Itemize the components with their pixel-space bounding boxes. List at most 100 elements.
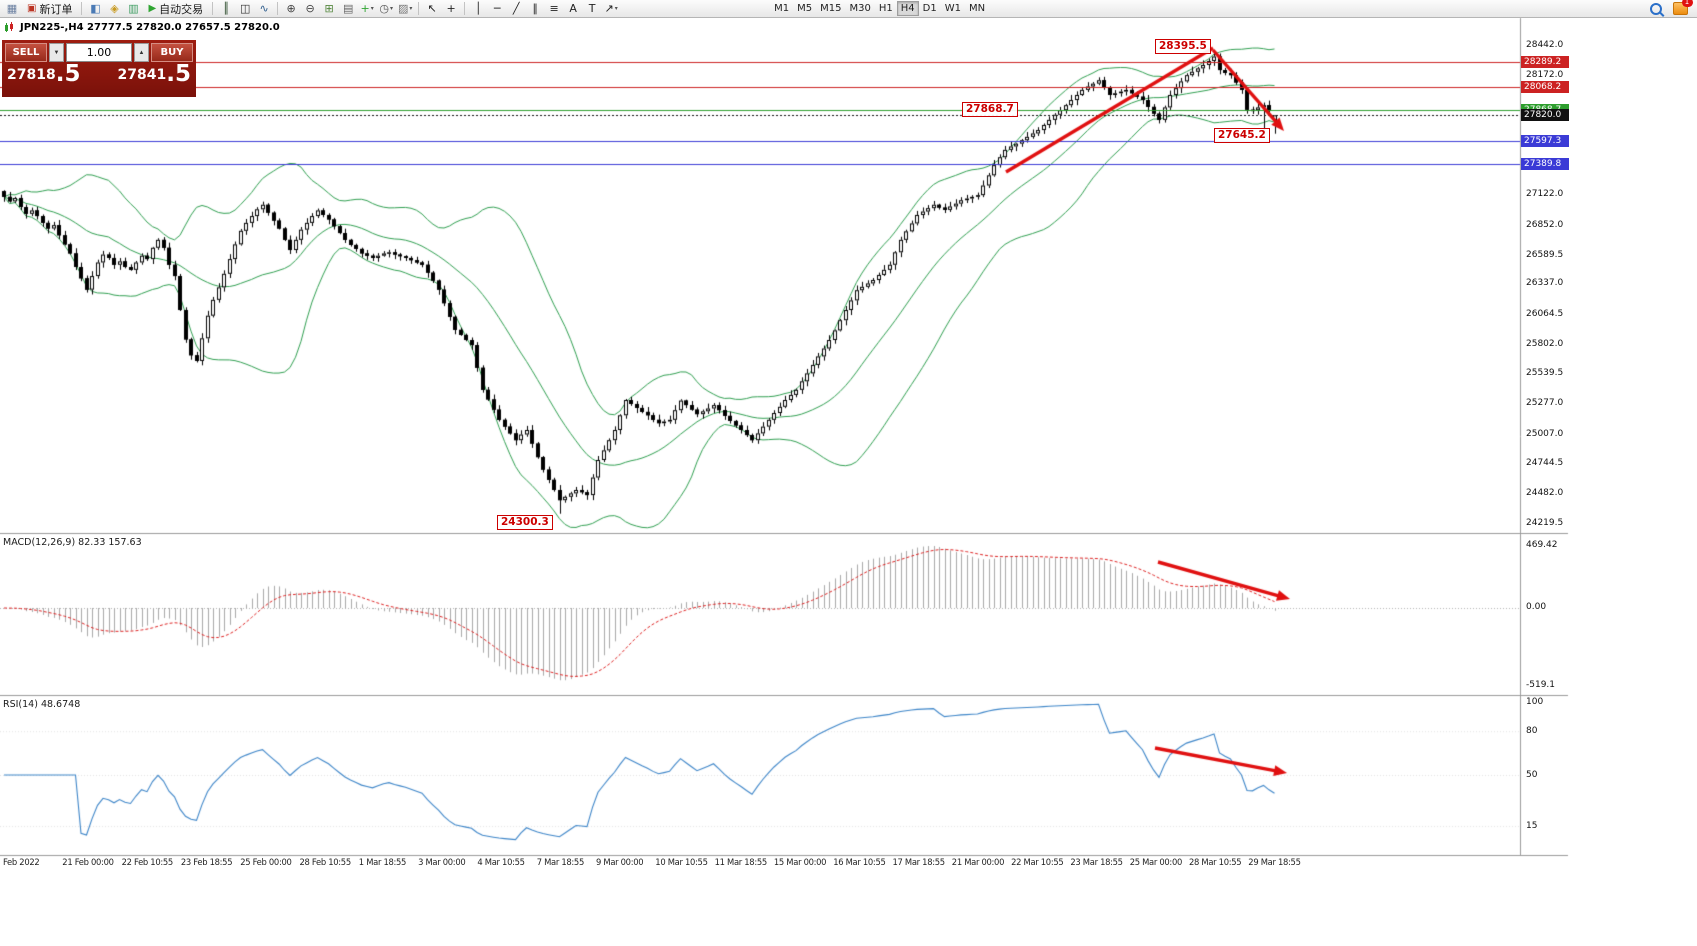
navigator-icon[interactable]: ◈: [110, 2, 119, 15]
time-axis-label: 25 Feb 00:00: [240, 857, 292, 867]
text-label-icon[interactable]: T: [588, 2, 596, 15]
time-axis-label: 16 Mar 10:55: [833, 857, 886, 867]
templates-dropdown[interactable]: ▨: [396, 1, 414, 16]
price-annotation: 24300.3: [497, 515, 553, 530]
timeframe-MN[interactable]: MN: [968, 3, 986, 14]
time-axis-label: 21 Mar 00:00: [951, 857, 1005, 867]
tile-windows-icon[interactable]: ⊞: [324, 2, 334, 15]
toolbar-separator: [418, 2, 420, 15]
time-axis-label: 28 Feb 10:55: [299, 857, 352, 867]
price-annotation: 28395.5: [1155, 39, 1211, 54]
time-axis-label: 11 Mar 18:55: [714, 857, 768, 867]
toolbar: ▦▣新订单◧◈▥▶自动交易║◫∿⊕⊖⊞▤+◷▨↖+│─╱∥≡AT↗ M1M5M1…: [0, 0, 1697, 18]
buy-button[interactable]: BUY: [151, 43, 193, 62]
sell-price-main: 27818: [7, 67, 56, 83]
time-axis-label: 17 Mar 18:55: [892, 857, 946, 867]
symbol-chart-icon: [5, 22, 13, 32]
lot-decrease-button[interactable]: ▼: [49, 43, 64, 62]
price-axis-tick: 25007.0: [1526, 428, 1564, 439]
search-icon[interactable]: [1647, 1, 1665, 16]
new-order-button-label: 新订单: [39, 2, 73, 16]
price-tag: 27820.0: [1521, 109, 1569, 122]
rsi-axis-tick: 15: [1526, 821, 1538, 832]
auto-trading-button-glyph: ▶: [148, 2, 157, 14]
price-tag: 27389.8: [1521, 158, 1569, 171]
timeframe-M15[interactable]: M15: [820, 3, 842, 14]
vertical-line-icon[interactable]: │: [474, 2, 482, 15]
bar-chart-icon[interactable]: ║: [222, 2, 230, 15]
time-axis-label: 15 Mar 00:00: [773, 857, 827, 867]
toolbar-main-group: ▦▣新订单◧◈▥▶自动交易║◫∿⊕⊖⊞▤+◷▨↖+│─╱∥≡AT↗: [3, 1, 620, 16]
price-axis-tick: 24219.5: [1526, 517, 1564, 528]
fibonacci-icon[interactable]: ≡: [549, 2, 559, 15]
rsi-axis-tick: 100: [1526, 697, 1544, 707]
notification-box-icon: 1: [1672, 0, 1693, 15]
cascade-windows-icon[interactable]: ▤: [342, 2, 354, 15]
time-axis-label: 21 Feb 00:00: [62, 857, 114, 867]
price-axis-tick: 26589.5: [1526, 249, 1564, 260]
price-axis-tick: 25539.5: [1526, 368, 1564, 379]
candlestick-chart-icon[interactable]: ◫: [239, 2, 251, 15]
symbol-info: JPN225-,H4 27777.5 27820.0 27657.5 27820…: [4, 22, 280, 33]
price-axis-tick: 24482.0: [1526, 488, 1564, 499]
time-axis-label: 25 Mar 00:00: [1129, 857, 1183, 867]
sell-button[interactable]: SELL: [5, 43, 47, 62]
trendline-icon[interactable]: ╱: [512, 2, 520, 15]
notification-badge: 1: [1681, 0, 1693, 7]
crosshair-icon[interactable]: +: [446, 2, 456, 15]
new-order-button[interactable]: ▣ 新订单: [22, 1, 77, 16]
periods-dropdown[interactable]: ◷: [377, 1, 395, 16]
timeframe-H1[interactable]: H1: [878, 3, 893, 14]
terminal-icon[interactable]: ▥: [128, 2, 139, 15]
timeframe-group: M1 M5 M15 M30 H1 H4 D1 W1 MN: [770, 1, 989, 16]
buy-price[interactable]: 27841 .5: [118, 62, 191, 86]
time-axis-label: 3 Mar 00:00: [418, 857, 466, 867]
macd-axis-tick: 469.42: [1526, 540, 1558, 550]
price-tag: 28068.2: [1521, 81, 1569, 94]
timeframe-M1[interactable]: M1: [774, 3, 790, 14]
toolbar-separator: [81, 2, 83, 15]
zoom-in-icon[interactable]: ⊕: [286, 2, 296, 15]
rsi-axis-tick: 50: [1526, 770, 1538, 780]
horizontal-line-icon[interactable]: ─: [493, 2, 501, 15]
time-axis-label: 22 Feb 10:55: [121, 857, 174, 867]
toolbar-separator: [277, 2, 279, 15]
new-chart-icon[interactable]: ▦: [6, 2, 18, 15]
notifications-icon[interactable]: 1: [1671, 0, 1693, 16]
sell-price-frac: .5: [55, 61, 81, 87]
cursor-icon[interactable]: ↖: [427, 2, 437, 15]
arrows-tool-dropdown[interactable]: ↗: [602, 1, 620, 16]
timeframe-W1[interactable]: W1: [944, 3, 961, 14]
rsi-axis-tick: 80: [1526, 726, 1538, 737]
macd-label: MACD(12,26,9) 82.33 157.63: [3, 537, 142, 548]
lot-increase-button[interactable]: ▲: [134, 43, 149, 62]
auto-trading-button[interactable]: ▶ 自动交易: [143, 1, 208, 16]
price-axis-tick: 28442.0: [1526, 39, 1564, 50]
line-chart-icon[interactable]: ∿: [259, 2, 269, 15]
buy-price-frac: .5: [166, 61, 191, 87]
lot-size-input[interactable]: [66, 43, 132, 62]
text-icon[interactable]: A: [569, 2, 577, 15]
time-axis-label: 9 Mar 00:00: [596, 857, 644, 867]
timeframe-D1[interactable]: D1: [922, 3, 937, 14]
market-watch-icon[interactable]: ◧: [90, 2, 101, 15]
trade-panel-prices: 27818 .5 27841 .5: [5, 62, 193, 86]
price-axis-tick: 25802.0: [1526, 338, 1564, 349]
timeframe-H4[interactable]: H4: [896, 1, 919, 16]
timeframe-M30[interactable]: M30: [849, 3, 871, 14]
price-tag: 27597.3: [1521, 134, 1569, 147]
timeframe-M5[interactable]: M5: [797, 3, 813, 14]
equidistant-channel-icon[interactable]: ∥: [532, 2, 538, 15]
price-axis-tick: 26337.0: [1526, 278, 1564, 289]
sell-price[interactable]: 27818 .5: [7, 62, 80, 86]
rsi-label: RSI(14) 48.6748: [3, 699, 81, 710]
zoom-out-icon[interactable]: ⊖: [305, 2, 315, 15]
toolbar-right-group: 1: [1647, 0, 1694, 16]
macd-axis-tick: 0.00: [1526, 602, 1547, 612]
price-axis-tick: 26064.5: [1526, 309, 1564, 320]
time-axis-label: 23 Feb 18:55: [180, 857, 233, 867]
time-axis-label: 7 Mar 18:55: [536, 857, 585, 867]
price-axis-tick: 24744.5: [1526, 458, 1564, 469]
indicators-dropdown[interactable]: +: [358, 1, 376, 16]
